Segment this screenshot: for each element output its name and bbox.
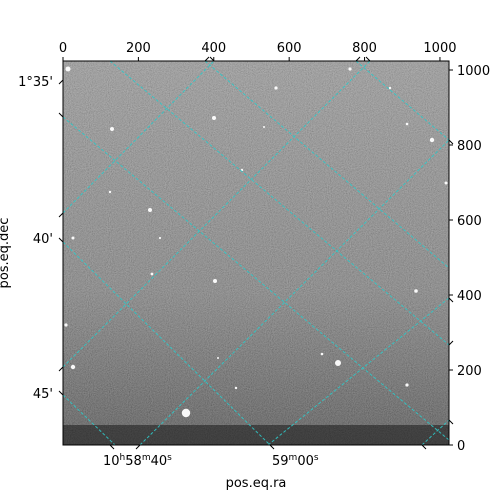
y-axis-label: pos.eq.dec (0, 218, 12, 289)
star (148, 208, 152, 212)
x-axis-label: pos.eq.ra (226, 476, 287, 491)
star (150, 272, 154, 276)
grid-line (63, 61, 215, 214)
star (414, 289, 418, 293)
world-tick-mark (204, 56, 210, 62)
star (212, 116, 216, 120)
world-tick-mark (58, 112, 64, 118)
grid-line (267, 297, 449, 445)
star (65, 66, 71, 72)
star (388, 86, 392, 90)
coordinate-grid (63, 61, 449, 445)
ra-tick-label-1: 10h58m40s (103, 453, 172, 469)
grid-line (63, 116, 449, 441)
world-tick-mark (58, 366, 64, 372)
world-coordinate-ticks (58, 56, 454, 450)
star (263, 126, 265, 128)
world-tick-mark (58, 212, 64, 218)
world-tick-mark (421, 444, 427, 450)
world-tick-mark (448, 419, 454, 425)
top-tick-label: 0 (59, 41, 67, 56)
ra-tick-label-2: 59m00s (272, 453, 319, 469)
star (320, 352, 324, 356)
top-tick-label: 400 (201, 41, 226, 56)
right-pixel-axis: 0 200 400 600 800 1000 (449, 64, 490, 454)
star (70, 364, 76, 370)
stars-layer (64, 66, 448, 418)
right-tick-label: 800 (457, 139, 482, 154)
dec-tick-label-1: 1°35' (18, 75, 53, 90)
world-tick-mark (209, 56, 215, 62)
grid-line (63, 61, 371, 368)
right-tick-label: 200 (457, 364, 482, 379)
star (110, 127, 114, 131)
world-tick-mark (135, 444, 141, 450)
dec-tick-label-2: 40' (33, 232, 53, 247)
top-tick-label: 600 (277, 41, 302, 56)
grid-line (63, 241, 271, 445)
star (108, 190, 112, 194)
star (217, 357, 219, 359)
grid-line (139, 139, 449, 445)
world-tick-mark (355, 56, 361, 62)
star (348, 67, 352, 71)
world-tick-mark (448, 340, 454, 346)
grid-line (109, 61, 449, 346)
star (335, 360, 341, 366)
star (405, 122, 409, 126)
world-tick-mark (448, 297, 454, 303)
star (444, 181, 448, 185)
star (158, 236, 162, 240)
grid-line (63, 394, 116, 445)
star (429, 137, 435, 143)
grid-line (355, 61, 449, 141)
right-tick-label: 1000 (457, 64, 490, 79)
star (71, 236, 75, 240)
dec-tick-label-3: 45' (33, 387, 53, 402)
image-frame (62, 60, 450, 446)
grid-line (204, 61, 449, 269)
grid-line (421, 419, 449, 445)
world-tick-mark (58, 79, 64, 85)
right-tick-label: 0 (457, 439, 465, 454)
world-tick-mark (269, 444, 275, 450)
world-tick-mark (58, 237, 64, 243)
world-tick-mark (448, 139, 454, 145)
top-tick-label: 800 (352, 41, 377, 56)
star (181, 408, 191, 418)
right-tick-label: 600 (457, 214, 482, 229)
right-tick-label: 400 (457, 289, 482, 304)
world-tick-mark (58, 390, 64, 396)
world-tick-mark (365, 56, 371, 62)
top-tick-label: 200 (126, 41, 151, 56)
star (213, 279, 217, 283)
top-pixel-axis: 0 200 400 600 800 1000 (59, 41, 457, 61)
star (405, 383, 409, 387)
star (64, 323, 68, 327)
star (234, 386, 238, 390)
star (274, 86, 278, 90)
sky-image (63, 61, 449, 445)
top-tick-label: 1000 (423, 41, 456, 56)
world-tick-mark (109, 444, 115, 450)
